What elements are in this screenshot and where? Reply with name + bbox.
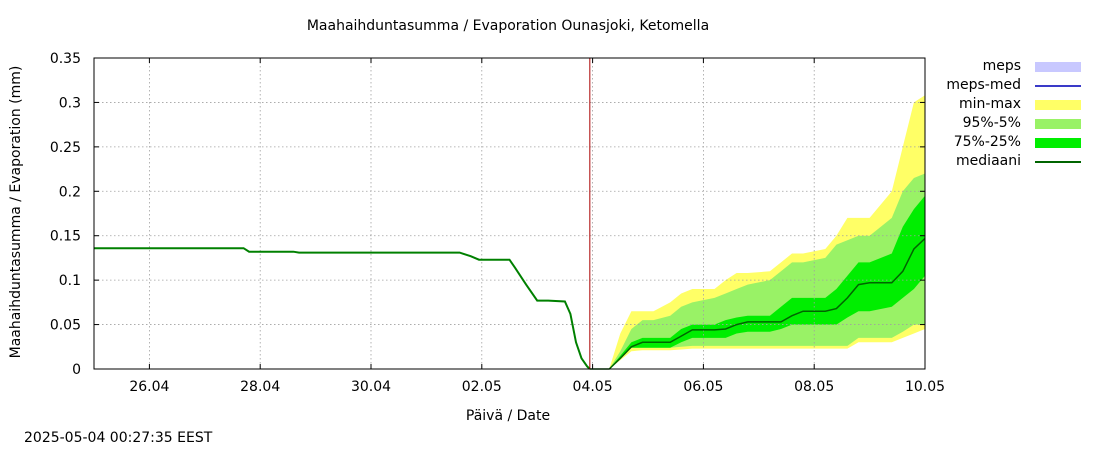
legend-item-meps_med: meps-med [930, 77, 1090, 96]
band-75-25 [589, 195, 925, 369]
legend-label: min-max [959, 96, 1021, 112]
legend-color-swatch [1035, 138, 1081, 148]
x-tick-label: 02.05 [462, 379, 502, 395]
legend-color-swatch [1035, 119, 1081, 129]
legend-color-swatch [1035, 100, 1081, 110]
x-tick-label: 06.05 [683, 379, 723, 395]
x-tick-label: 30.04 [351, 379, 391, 395]
observed-line [94, 247, 591, 370]
legend-item-p75_25: 75%-25% [930, 134, 1090, 153]
x-tick-label: 26.04 [129, 379, 169, 395]
legend-label: mediaani [956, 153, 1021, 169]
timestamp: 2025-05-04 00:27:35 EEST [24, 430, 213, 446]
y-tick-label: 0.3 [59, 95, 81, 111]
x-tick-label: 28.04 [240, 379, 280, 395]
x-axis-label: Päivä / Date [465, 408, 551, 424]
legend-item-mediaani: mediaani [930, 153, 1090, 172]
x-tick-label: 08.05 [794, 379, 834, 395]
legend-label: 95%-5% [962, 115, 1021, 131]
legend-item-meps: meps [930, 58, 1090, 77]
legend-label: 75%-25% [953, 134, 1021, 150]
y-tick-label: 0.35 [50, 51, 81, 67]
legend-item-p95_5: 95%-5% [930, 115, 1090, 134]
y-tick-label: 0.2 [59, 184, 81, 200]
legend-item-min_max: min-max [930, 96, 1090, 115]
y-tick-label: 0.15 [50, 229, 81, 245]
legend: meps meps-med min-max 95%-5% 75%-25% mediaani [930, 58, 1090, 172]
median-line [589, 237, 926, 370]
y-tick-label: 0 [72, 362, 81, 378]
y-tick-label: 0.05 [50, 318, 81, 334]
plot-frame [93, 57, 926, 370]
x-tick-label: 04.05 [573, 379, 613, 395]
legend-line-swatch [1035, 161, 1081, 163]
legend-color-swatch [1035, 62, 1081, 72]
y-tick-label: 0.25 [50, 140, 81, 156]
chart-title: Maahaihduntasumma / Evaporation Ounasjok… [306, 18, 710, 34]
y-tick-label: 0.1 [59, 273, 81, 289]
x-tick-label: 10.05 [905, 379, 945, 395]
legend-label: meps [982, 58, 1021, 74]
legend-line-swatch [1035, 85, 1081, 87]
legend-label: meps-med [946, 77, 1021, 93]
